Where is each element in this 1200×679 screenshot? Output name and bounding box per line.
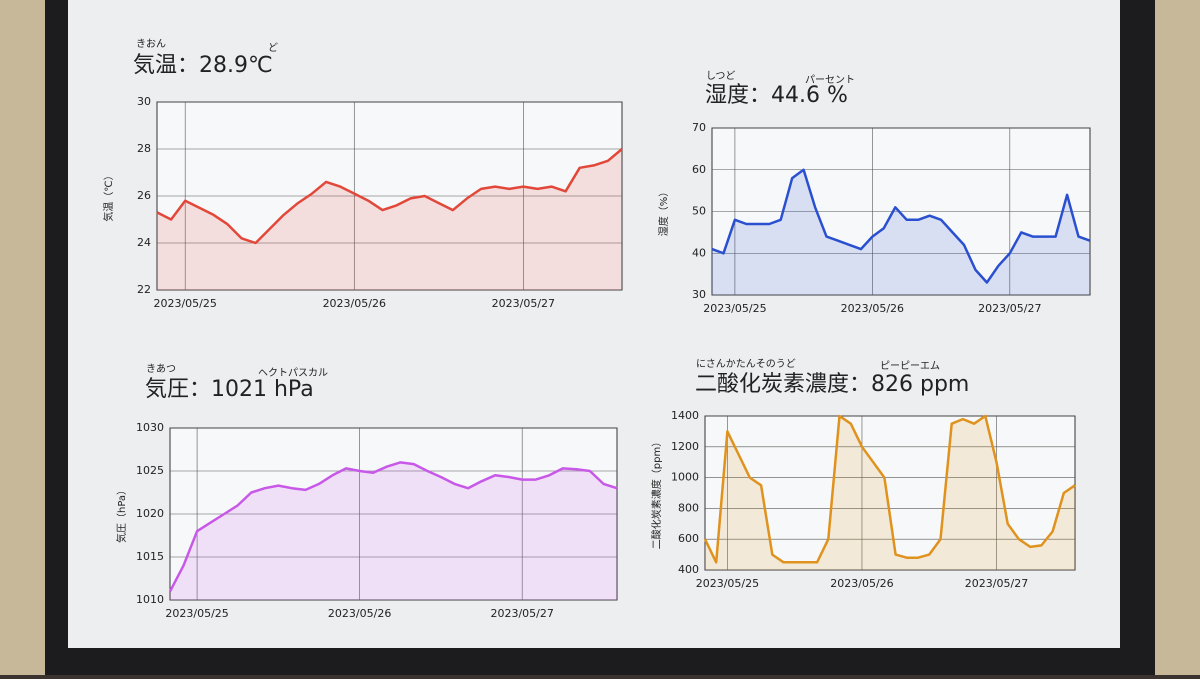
line bbox=[168, 461, 618, 592]
x-tick-label: 2023/05/26 bbox=[841, 302, 904, 315]
area bbox=[157, 149, 622, 290]
x-tick-label: 2023/05/27 bbox=[978, 302, 1041, 315]
x-tick-label: 2023/05/25 bbox=[153, 297, 216, 310]
title-ruby: きおん bbox=[136, 38, 166, 50]
x-tick-label: 2023/05/25 bbox=[165, 607, 228, 620]
y-tick-label: 600 bbox=[678, 532, 699, 545]
y-tick-label: 1010 bbox=[136, 593, 164, 606]
y-tick-label: 400 bbox=[678, 563, 699, 576]
y-tick-label: 1020 bbox=[136, 507, 164, 520]
line bbox=[156, 148, 623, 245]
y-tick-label: 22 bbox=[137, 283, 151, 296]
area bbox=[705, 416, 1075, 570]
x-tick-label: 2023/05/26 bbox=[830, 577, 893, 590]
chart-title: 気圧：1021 hPa bbox=[145, 377, 314, 402]
y-tick-label: 50 bbox=[692, 205, 706, 218]
y-tick-label: 28 bbox=[137, 142, 151, 155]
x-tick-label: 2023/05/27 bbox=[490, 607, 553, 620]
y-tick-label: 30 bbox=[692, 288, 706, 301]
area bbox=[170, 462, 617, 600]
title-ruby: しつど bbox=[706, 70, 735, 82]
plot-area bbox=[704, 415, 1076, 571]
y-tick-label: 1000 bbox=[671, 471, 699, 484]
y-tick-label: 1025 bbox=[136, 464, 164, 477]
title-ruby: パーセント bbox=[805, 74, 855, 86]
y-tick-label: 1400 bbox=[671, 409, 699, 422]
title-ruby: きあつ bbox=[146, 363, 176, 375]
title-ruby: ヘクトパスカル bbox=[258, 367, 328, 379]
y-tick-label: 1015 bbox=[136, 550, 164, 563]
y-axis-label: 気圧（hPa） bbox=[115, 485, 128, 543]
y-tick-label: 1200 bbox=[671, 440, 699, 453]
title-ruby: にさんかたんそのうど bbox=[696, 358, 796, 370]
x-tick-label: 2023/05/25 bbox=[703, 302, 766, 315]
line bbox=[703, 414, 1076, 564]
y-tick-label: 60 bbox=[692, 163, 706, 176]
chart-title: 気温：28.9℃ bbox=[133, 53, 273, 78]
area bbox=[712, 169, 1090, 295]
title-ruby: ど bbox=[268, 42, 278, 54]
title-ruby: ピーピーエム bbox=[880, 360, 940, 372]
line bbox=[711, 168, 1091, 284]
x-tick-label: 2023/05/27 bbox=[492, 297, 555, 310]
y-tick-label: 24 bbox=[137, 236, 151, 249]
y-tick-label: 70 bbox=[692, 121, 706, 134]
chart-title: 二酸化炭素濃度：826 ppm bbox=[695, 372, 969, 397]
chart-title: 湿度：44.6 % bbox=[705, 83, 848, 108]
y-tick-label: 800 bbox=[678, 501, 699, 514]
x-tick-label: 2023/05/26 bbox=[323, 297, 386, 310]
y-tick-label: 26 bbox=[137, 189, 151, 202]
y-axis-label: 気温（℃） bbox=[102, 170, 115, 221]
y-tick-label: 1030 bbox=[136, 421, 164, 434]
x-tick-label: 2023/05/26 bbox=[328, 607, 391, 620]
y-axis-label: 湿度（%） bbox=[657, 187, 670, 237]
y-tick-label: 30 bbox=[137, 95, 151, 108]
x-tick-label: 2023/05/25 bbox=[696, 577, 759, 590]
x-tick-label: 2023/05/27 bbox=[965, 577, 1028, 590]
y-tick-label: 40 bbox=[692, 246, 706, 259]
y-axis-label: 二酸化炭素濃度（ppm） bbox=[650, 437, 663, 549]
